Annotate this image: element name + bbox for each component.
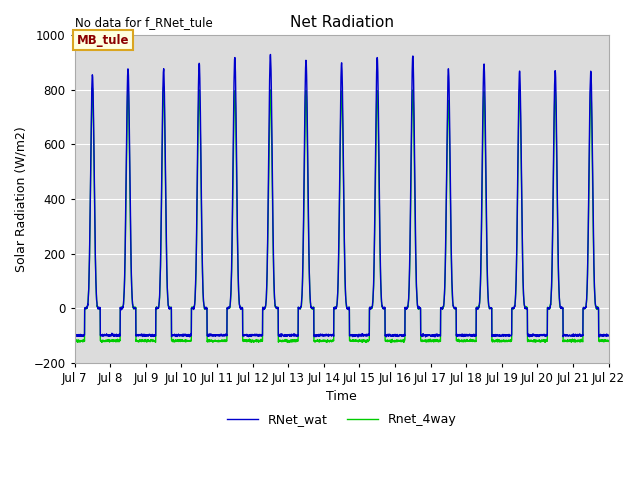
Line: RNet_wat: RNet_wat <box>75 55 609 337</box>
Legend: RNet_wat, Rnet_4way: RNet_wat, Rnet_4way <box>221 408 461 431</box>
Text: MB_tule: MB_tule <box>77 34 129 47</box>
RNet_wat <box>276 334 284 339</box>
RNet_wat <box>595 305 602 311</box>
Rnet_4way <box>605 338 612 344</box>
Y-axis label: Solar Radiation (W/m2): Solar Radiation (W/m2) <box>15 126 28 272</box>
Rnet_4way <box>276 337 284 343</box>
Rnet_4way <box>160 84 168 89</box>
RNet_wat <box>267 52 275 58</box>
Line: Rnet_4way: Rnet_4way <box>75 86 609 343</box>
RNet_wat <box>71 332 79 338</box>
Rnet_4way <box>132 306 140 312</box>
RNet_wat <box>431 334 439 340</box>
RNet_wat <box>132 305 140 311</box>
Title: Net Radiation: Net Radiation <box>290 15 394 30</box>
Rnet_4way <box>537 338 545 344</box>
RNet_wat <box>163 284 171 290</box>
RNet_wat <box>537 332 545 337</box>
RNet_wat <box>605 333 612 338</box>
X-axis label: Time: Time <box>326 390 357 403</box>
Rnet_4way <box>387 340 395 346</box>
Rnet_4way <box>299 274 307 279</box>
Rnet_4way <box>71 339 79 345</box>
Text: No data for f_RNet_tule: No data for f_RNet_tule <box>75 16 212 29</box>
Rnet_4way <box>595 305 602 311</box>
RNet_wat <box>299 269 307 275</box>
Rnet_4way <box>164 291 172 297</box>
